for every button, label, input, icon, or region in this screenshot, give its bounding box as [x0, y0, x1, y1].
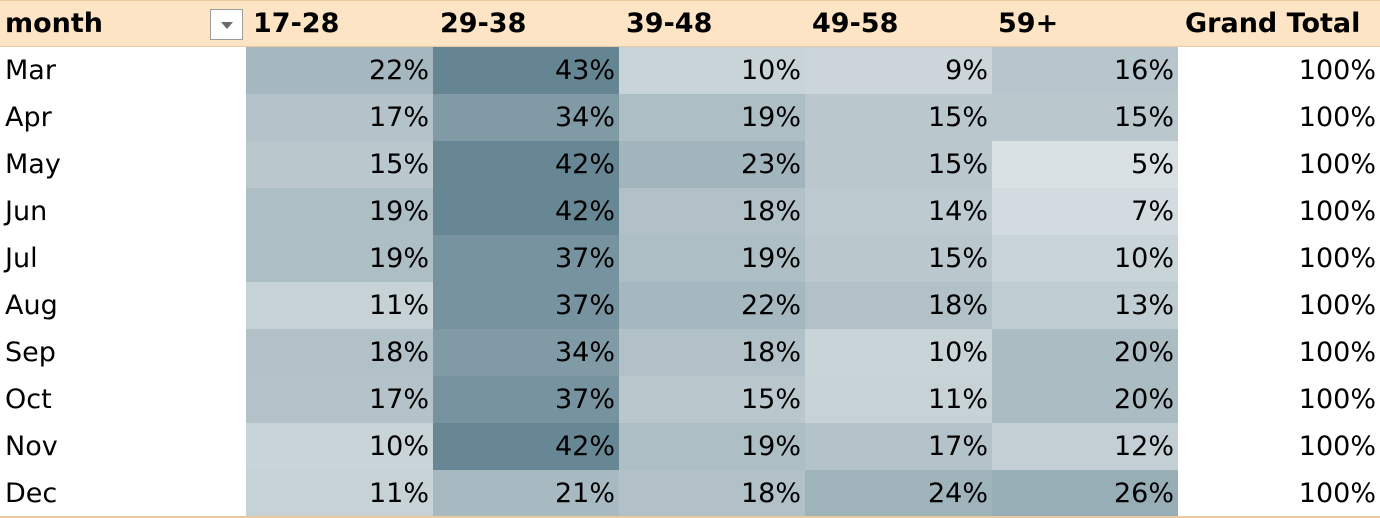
value-cell[interactable]: 34%	[433, 94, 619, 141]
month-filter-button[interactable]	[210, 9, 243, 40]
column-header-59-plus: 59+	[998, 8, 1059, 39]
value-cell[interactable]: 19%	[619, 94, 805, 141]
grand-total-cell[interactable]: 100%	[1178, 376, 1380, 423]
value-cell[interactable]: 16%	[992, 47, 1178, 94]
value-cell[interactable]: 18%	[619, 188, 805, 235]
value-cell[interactable]: 10%	[246, 423, 433, 470]
row-label-month[interactable]: Nov	[5, 431, 58, 462]
value-cell[interactable]: 19%	[246, 235, 433, 282]
value-cell[interactable]: 5%	[992, 141, 1178, 188]
value-cell[interactable]: 37%	[433, 282, 619, 329]
value-cell[interactable]: 18%	[246, 329, 433, 376]
table-row: Mar 22% 43% 10% 9% 16% 100%	[0, 47, 1380, 94]
row-label-month[interactable]: Oct	[5, 384, 52, 415]
table-row: Aug 11% 37% 22% 18% 13% 100%	[0, 282, 1380, 329]
grand-total-cell[interactable]: 100%	[1178, 282, 1380, 329]
grand-total-cell[interactable]: 100%	[1178, 423, 1380, 470]
month-header: month	[5, 8, 104, 39]
value-cell[interactable]: 13%	[992, 282, 1178, 329]
column-header-49-58: 49-58	[812, 8, 899, 39]
value-cell[interactable]: 15%	[246, 141, 433, 188]
value-cell[interactable]: 42%	[433, 423, 619, 470]
value-cell[interactable]: 18%	[619, 329, 805, 376]
value-cell[interactable]: 24%	[805, 470, 992, 517]
table-row: Oct 17% 37% 15% 11% 20% 100%	[0, 376, 1380, 423]
value-cell[interactable]: 20%	[992, 329, 1178, 376]
value-cell[interactable]: 42%	[433, 141, 619, 188]
grand-total-cell[interactable]: 100%	[1178, 94, 1380, 141]
value-cell[interactable]: 10%	[619, 47, 805, 94]
value-cell[interactable]: 21%	[433, 470, 619, 517]
row-label-month[interactable]: Jul	[5, 243, 38, 274]
value-cell[interactable]: 20%	[992, 376, 1178, 423]
value-cell[interactable]: 22%	[246, 47, 433, 94]
value-cell[interactable]: 26%	[992, 470, 1178, 517]
dropdown-arrow-icon	[221, 22, 233, 29]
row-label-month[interactable]: Jun	[5, 196, 48, 227]
value-cell[interactable]: 15%	[619, 376, 805, 423]
value-cell[interactable]: 19%	[619, 235, 805, 282]
value-cell[interactable]: 17%	[246, 94, 433, 141]
value-cell[interactable]: 12%	[992, 423, 1178, 470]
grand-total-cell[interactable]: 100%	[1178, 329, 1380, 376]
value-cell[interactable]: 17%	[246, 376, 433, 423]
value-cell[interactable]: 37%	[433, 376, 619, 423]
value-cell[interactable]: 10%	[805, 329, 992, 376]
grand-total-header: Grand Total	[1185, 8, 1361, 39]
value-cell[interactable]: 34%	[433, 329, 619, 376]
table-row: Apr 17% 34% 19% 15% 15% 100%	[0, 94, 1380, 141]
grand-total-cell[interactable]: 100%	[1178, 47, 1380, 94]
value-cell[interactable]: 19%	[246, 188, 433, 235]
row-label-month[interactable]: Aug	[5, 290, 58, 321]
table-row: Sep 18% 34% 18% 10% 20% 100%	[0, 329, 1380, 376]
value-cell[interactable]: 18%	[619, 470, 805, 517]
row-label-month[interactable]: Apr	[5, 102, 52, 133]
table-row: Jul 19% 37% 19% 15% 10% 100%	[0, 235, 1380, 282]
value-cell[interactable]: 7%	[992, 188, 1178, 235]
row-label-month[interactable]: Sep	[5, 337, 56, 368]
row-label-month[interactable]: May	[5, 149, 61, 180]
value-cell[interactable]: 15%	[805, 94, 992, 141]
value-cell[interactable]: 18%	[805, 282, 992, 329]
value-cell[interactable]: 43%	[433, 47, 619, 94]
value-cell[interactable]: 19%	[619, 423, 805, 470]
grand-total-cell[interactable]: 100%	[1178, 188, 1380, 235]
grand-total-cell[interactable]: 100%	[1178, 141, 1380, 188]
value-cell[interactable]: 11%	[805, 376, 992, 423]
table-row: Nov 10% 42% 19% 17% 12% 100%	[0, 423, 1380, 470]
value-cell[interactable]: 15%	[992, 94, 1178, 141]
value-cell[interactable]: 10%	[992, 235, 1178, 282]
table-row: May 15% 42% 23% 15% 5% 100%	[0, 141, 1380, 188]
value-cell[interactable]: 11%	[246, 282, 433, 329]
column-header-39-48: 39-48	[626, 8, 713, 39]
value-cell[interactable]: 15%	[805, 235, 992, 282]
value-cell[interactable]: 17%	[805, 423, 992, 470]
value-cell[interactable]: 11%	[246, 470, 433, 517]
row-label-month[interactable]: Dec	[5, 478, 58, 509]
value-cell[interactable]: 9%	[805, 47, 992, 94]
grand-total-cell[interactable]: 100%	[1178, 235, 1380, 282]
grand-total-cell[interactable]: 100%	[1178, 470, 1380, 517]
value-cell[interactable]: 42%	[433, 188, 619, 235]
row-label-month[interactable]: Mar	[5, 55, 56, 86]
value-cell[interactable]: 15%	[805, 141, 992, 188]
value-cell[interactable]: 37%	[433, 235, 619, 282]
value-cell[interactable]: 22%	[619, 282, 805, 329]
column-header-29-38: 29-38	[440, 8, 527, 39]
column-header-17-28: 17-28	[253, 8, 340, 39]
value-cell[interactable]: 23%	[619, 141, 805, 188]
value-cell[interactable]: 14%	[805, 188, 992, 235]
table-row: Dec 11% 21% 18% 24% 26% 100%	[0, 470, 1380, 517]
table-bottom-border	[0, 516, 1380, 518]
table-row: Jun 19% 42% 18% 14% 7% 100%	[0, 188, 1380, 235]
